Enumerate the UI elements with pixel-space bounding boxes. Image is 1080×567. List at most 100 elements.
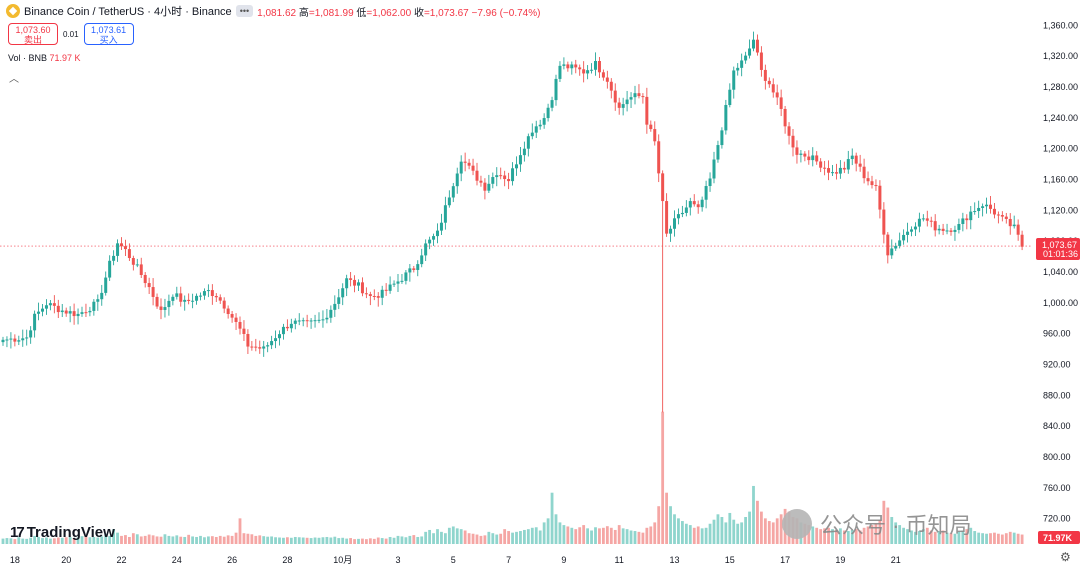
candle-body [949, 230, 953, 232]
candle-body [483, 182, 487, 191]
candle-body [823, 167, 827, 169]
candle-body [696, 204, 700, 208]
volume-bar [151, 535, 155, 544]
candle-body [586, 70, 590, 74]
candle-body [740, 60, 744, 68]
ohlc-high: =1,081.99 [308, 7, 354, 19]
ohlc-low: =1,062.00 [366, 7, 412, 19]
candle-body [641, 96, 645, 98]
candle-body [957, 224, 961, 230]
candle-body [712, 159, 716, 179]
volume-legend[interactable]: Vol · BNB 71.97 K [8, 53, 81, 63]
volume-bar [933, 531, 937, 544]
volume-bar [609, 527, 613, 544]
volume-bar [728, 512, 732, 544]
candle-body [1008, 218, 1012, 227]
volume-bar [84, 536, 88, 544]
watermark-text: 公众号 · 币知局 [820, 513, 972, 538]
volume-bar [388, 536, 392, 544]
symbol-title[interactable]: Binance Coin / TetherUS · 4小时 · Binance [24, 6, 232, 18]
volume-bar [641, 532, 645, 544]
volume-bar [831, 529, 834, 544]
gear-icon[interactable]: ⚙ [1060, 550, 1071, 564]
candle-body [913, 226, 917, 230]
candle-body [767, 80, 771, 85]
volume-bar [368, 538, 372, 544]
candle-body [621, 104, 625, 108]
volume-bar [408, 535, 412, 544]
candle-body [475, 170, 479, 181]
candle-body [716, 145, 720, 160]
volume-bar [17, 537, 21, 544]
candle-body [238, 321, 242, 329]
candle-body [511, 168, 515, 182]
volume-bar [961, 530, 965, 544]
candle-body [364, 293, 368, 295]
candle-body [199, 295, 202, 297]
sell-price: 1,073.60 [15, 25, 51, 35]
x-tick-label: 24 [172, 555, 182, 565]
candle-body [412, 268, 416, 270]
candle-body [404, 272, 408, 281]
volume-bar [1012, 532, 1016, 544]
candle-body [929, 220, 933, 222]
volume-bar [965, 529, 969, 544]
volume-bar [159, 536, 163, 544]
volume-bar [475, 534, 479, 544]
volume-bar [558, 522, 562, 544]
volume-bar [665, 492, 668, 544]
candle-body [977, 207, 981, 212]
candle-body [305, 320, 309, 322]
volume-bar [199, 535, 202, 544]
volume-bar [321, 537, 325, 544]
y-tick-label: 1,240.00 [1043, 113, 1078, 123]
volume-bar [633, 531, 637, 544]
candle-body [744, 55, 748, 61]
candle-body [522, 148, 526, 156]
volume-last-label: 71.97K [1043, 533, 1073, 543]
candle-body [609, 81, 613, 91]
chevron-up-icon[interactable]: ︿ [9, 74, 19, 85]
volume-bar [72, 538, 76, 544]
candle-body [163, 307, 167, 310]
volume-bar [720, 517, 724, 544]
candle-body [637, 93, 641, 97]
candle-body [594, 61, 597, 70]
candle-body [349, 278, 353, 280]
volume-bar [92, 536, 96, 544]
volume-bar [333, 536, 337, 544]
tradingview-logo: 17 TradingView [10, 524, 115, 541]
volume-bar [60, 537, 64, 544]
candle-body [396, 281, 400, 284]
volume-bar [570, 527, 574, 544]
volume-bar [854, 529, 858, 544]
candle-body [360, 282, 364, 294]
candle-body [846, 159, 850, 170]
candle-body [645, 96, 649, 125]
volume-bar [846, 531, 850, 544]
candle-body [1012, 224, 1016, 227]
sell-button[interactable]: 1,073.60 卖出 [8, 23, 58, 45]
volume-bar [523, 529, 526, 544]
volume-bar [582, 525, 586, 544]
volume-bar [602, 527, 605, 544]
candle-body [443, 205, 447, 223]
volume-bar [657, 506, 661, 544]
candle-body [206, 290, 210, 292]
volume-bar [637, 531, 641, 544]
candle-body [270, 341, 274, 346]
volume-bar [100, 536, 104, 544]
volume-bar [538, 530, 542, 544]
volume-bar [767, 521, 771, 544]
volume-bar [37, 536, 40, 544]
volume-bar [874, 523, 878, 544]
volume-bar [925, 527, 929, 544]
candle-body [321, 319, 325, 321]
volume-bar [96, 537, 100, 544]
x-tick-label: 20 [61, 555, 71, 565]
ohlc-close: =1,073.67 [423, 7, 469, 19]
volume-bar [823, 528, 826, 544]
candle-body [372, 295, 376, 297]
buy-button[interactable]: 1,073.61 买入 [83, 23, 134, 45]
